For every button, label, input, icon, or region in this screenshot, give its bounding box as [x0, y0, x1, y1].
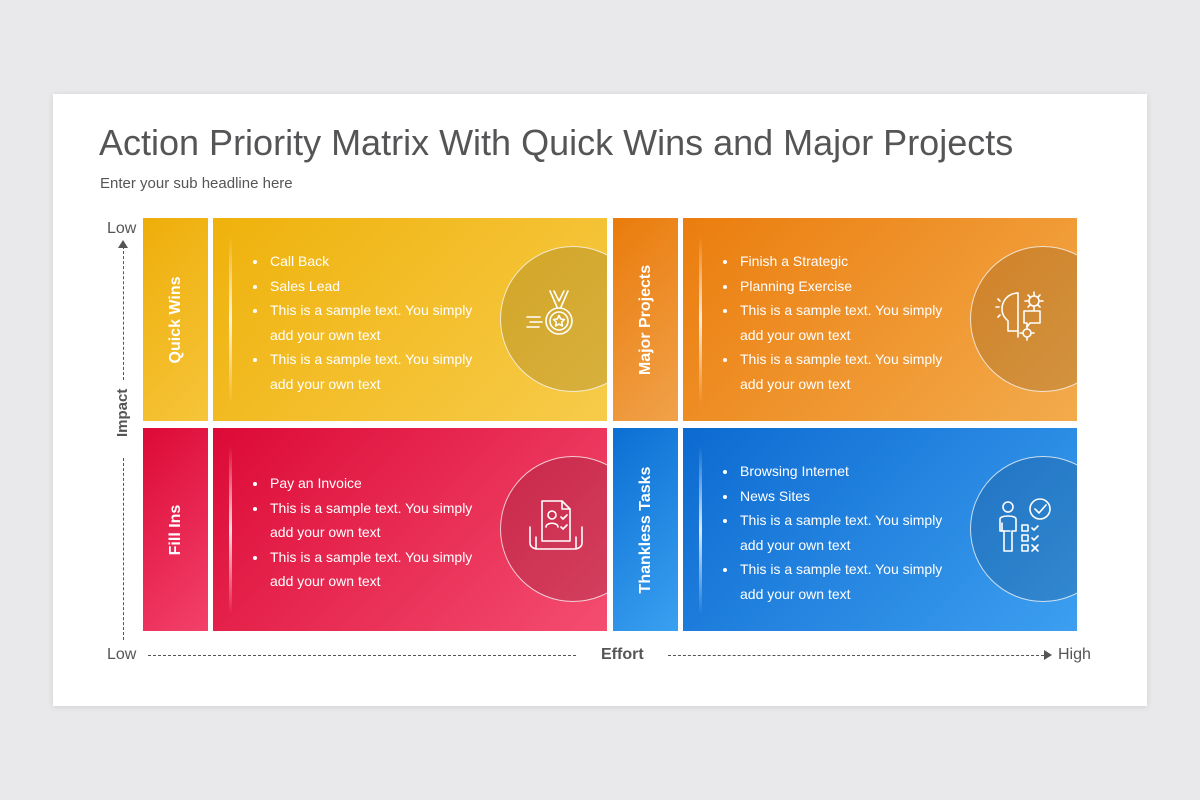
- effort-axis-line-left: [148, 655, 576, 656]
- page-title: Action Priority Matrix With Quick Wins a…: [99, 122, 1014, 163]
- thankless-tasks-item: This is a sample text. You simply add yo…: [738, 508, 968, 557]
- thankless-tasks-glow-divider: [699, 446, 702, 614]
- thankless-tasks-item: This is a sample text. You simply add yo…: [738, 557, 968, 606]
- effort-axis-label: Effort: [601, 646, 644, 663]
- person-checklist-icon: [999, 498, 1051, 552]
- quick-wins-item: Call Back: [268, 249, 498, 274]
- quick-wins-item: Sales Lead: [268, 274, 498, 299]
- impact-arrow-up-icon: [118, 240, 128, 248]
- brain-gear-icon: [995, 291, 1044, 341]
- invoice-icon: [529, 500, 583, 550]
- impact-axis-line-lower: [123, 458, 124, 640]
- page-subtitle: Enter your sub headline here: [100, 175, 293, 192]
- major-projects-panel: Finish a Strategic Planning Exercise Thi…: [683, 218, 1077, 421]
- major-projects-icon-circle: [970, 246, 1077, 392]
- fill-ins-item: This is a sample text. You simply add yo…: [268, 545, 498, 594]
- effort-arrow-right-icon: [1044, 650, 1052, 660]
- quick-wins-label: Quick Wins: [166, 276, 184, 363]
- fill-ins-tab: Fill Ins: [143, 428, 208, 631]
- quick-wins-panel: Call Back Sales Lead This is a sample te…: [213, 218, 607, 421]
- effort-axis-high-label: High: [1058, 646, 1091, 663]
- major-projects-label: Major Projects: [636, 264, 654, 375]
- fill-ins-item: Pay an Invoice: [268, 471, 498, 496]
- thankless-tasks-item: News Sites: [738, 484, 968, 509]
- major-projects-glow-divider: [699, 236, 702, 404]
- quick-wins-icon-circle: [500, 246, 607, 392]
- quick-wins-item: This is a sample text. You simply add yo…: [268, 347, 498, 396]
- thankless-tasks-tab: Thankless Tasks: [613, 428, 678, 631]
- quick-wins-item: This is a sample text. You simply add yo…: [268, 298, 498, 347]
- thankless-tasks-label: Thankless Tasks: [636, 466, 654, 593]
- quick-wins-tab: Quick Wins: [143, 218, 208, 421]
- major-projects-tab: Major Projects: [613, 218, 678, 421]
- effort-axis-line-right: [668, 655, 1044, 656]
- fill-ins-list: Pay an Invoice This is a sample text. Yo…: [248, 471, 498, 594]
- medal-icon: [526, 290, 573, 335]
- thankless-tasks-icon-circle: [970, 456, 1077, 602]
- quick-wins-glow-divider: [229, 236, 232, 404]
- impact-axis-line-upper: [123, 246, 124, 380]
- major-projects-item: This is a sample text. You simply add yo…: [738, 298, 968, 347]
- major-projects-item: Planning Exercise: [738, 274, 968, 299]
- thankless-tasks-item: Browsing Internet: [738, 459, 968, 484]
- thankless-tasks-list: Browsing Internet News Sites This is a s…: [718, 459, 968, 606]
- fill-ins-label: Fill Ins: [166, 504, 184, 555]
- impact-axis-label: Impact: [114, 388, 131, 437]
- fill-ins-glow-divider: [229, 446, 232, 614]
- major-projects-item: Finish a Strategic: [738, 249, 968, 274]
- fill-ins-panel: Pay an Invoice This is a sample text. Yo…: [213, 428, 607, 631]
- major-projects-list: Finish a Strategic Planning Exercise Thi…: [718, 249, 968, 396]
- major-projects-item: This is a sample text. You simply add yo…: [738, 347, 968, 396]
- fill-ins-icon-circle: [500, 456, 607, 602]
- fill-ins-item: This is a sample text. You simply add yo…: [268, 496, 498, 545]
- impact-axis-low-label: Low: [107, 220, 137, 237]
- quick-wins-list: Call Back Sales Lead This is a sample te…: [248, 249, 498, 396]
- thankless-tasks-panel: Browsing Internet News Sites This is a s…: [683, 428, 1077, 631]
- effort-axis-low-label: Low: [107, 646, 137, 663]
